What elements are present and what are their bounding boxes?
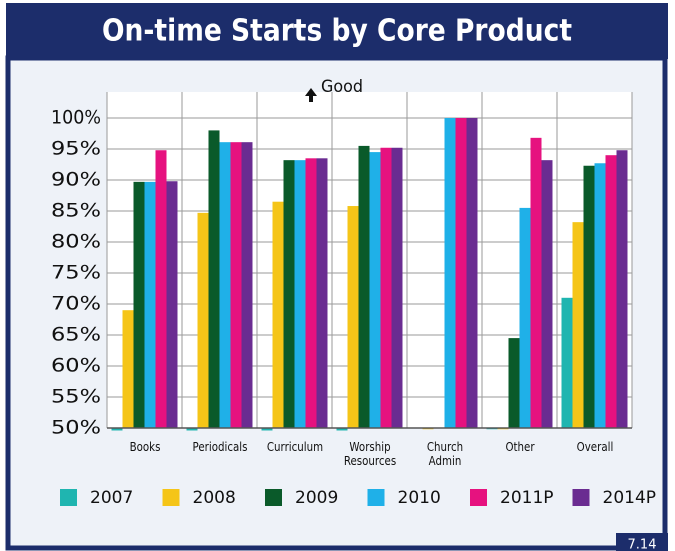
bar: [444, 118, 456, 428]
bar: [122, 310, 134, 428]
y-tick-label: 75%: [51, 262, 101, 284]
bar: [572, 222, 584, 428]
legend-swatch: [572, 489, 590, 506]
y-tick-label: 60%: [51, 355, 101, 377]
y-tick-label: 85%: [51, 200, 101, 222]
legend-label: 2007: [90, 488, 133, 508]
bar: [369, 152, 381, 428]
bar: [294, 160, 306, 428]
bar: [208, 130, 220, 428]
legend-label: 2010: [398, 488, 441, 508]
x-tick-label: Books: [129, 439, 160, 454]
y-tick-label: 80%: [51, 231, 101, 253]
legend-swatch: [265, 489, 282, 506]
legend-swatch: [60, 489, 77, 506]
y-tick-label: 100%: [51, 107, 101, 129]
legend-swatch: [470, 489, 487, 506]
bar: [466, 118, 478, 428]
bar: [283, 160, 295, 428]
bar: [380, 147, 392, 428]
bar: [605, 155, 617, 428]
y-tick-label: 90%: [51, 169, 101, 191]
bar: [455, 118, 467, 428]
bar: [358, 145, 370, 428]
legend-swatch: [367, 489, 385, 506]
bar: [272, 201, 284, 428]
bar: [133, 181, 145, 428]
legend-label: 2014P: [603, 488, 657, 508]
x-tick-label: Worship Resources: [343, 439, 396, 468]
bar: [261, 428, 273, 431]
x-tick-label: Curriculum: [266, 439, 323, 454]
y-tick-label: 65%: [51, 324, 101, 346]
title-bar: [6, 3, 668, 59]
x-tick-label: Other: [504, 439, 535, 454]
bar: [347, 206, 359, 428]
legend-label: 2009: [295, 488, 338, 508]
bar: [155, 150, 167, 429]
y-tick-label: 55%: [51, 386, 101, 408]
bar: [305, 158, 317, 429]
bar: [316, 158, 328, 429]
legend-swatch: [162, 489, 180, 506]
bar: [166, 181, 178, 428]
bar: [219, 142, 231, 428]
bar: [197, 212, 209, 428]
bar: [336, 428, 348, 431]
bar: [561, 297, 573, 428]
bar: [616, 150, 628, 429]
bar: [508, 338, 520, 428]
bar: [144, 181, 156, 428]
legend-label: 2008: [193, 488, 236, 508]
up-arrow: [305, 88, 317, 102]
x-tick-label: Overall: [576, 439, 613, 454]
y-tick-label: 95%: [51, 138, 101, 160]
bar: [583, 165, 595, 429]
bar: [186, 428, 198, 431]
page-tab: [616, 533, 668, 551]
legend-label: 2011P: [500, 488, 554, 508]
bar: [530, 137, 542, 428]
bar: [111, 428, 123, 431]
chart-title: On-time Starts by Core Product: [102, 14, 572, 49]
bar: [541, 160, 553, 428]
y-tick-label: 50%: [51, 417, 101, 439]
bar: [241, 142, 253, 428]
bar: [391, 147, 403, 428]
x-tick-label: Church Admin: [426, 439, 463, 468]
bar: [594, 163, 606, 428]
y-tick-label: 70%: [51, 293, 101, 315]
page-number: 7.14: [628, 538, 657, 551]
x-tick-label: Periodicals: [192, 439, 247, 454]
bar: [230, 142, 242, 428]
annotation: Good: [321, 77, 363, 97]
bar: [519, 207, 531, 428]
